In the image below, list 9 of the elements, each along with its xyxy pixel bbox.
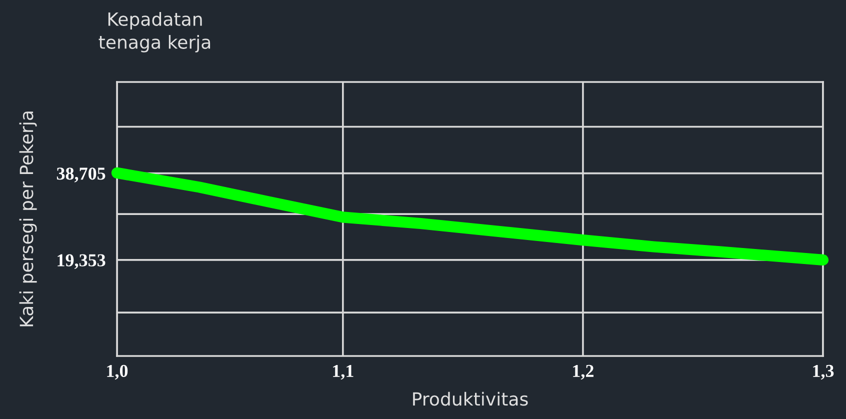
x-tick-label: 1,2	[573, 364, 594, 380]
y-tick-label: 38,705	[56, 168, 106, 182]
x-tick-label: 1,1	[333, 364, 354, 380]
chart-title: Kepadatan tenaga kerja	[98, 12, 210, 52]
y-axis-title: Kaki persegi per Pekerja	[19, 112, 37, 326]
x-axis-title: Produktivitas	[413, 392, 528, 406]
x-tick-label: 1,3	[813, 364, 834, 380]
y-tick-label: 19,353	[58, 254, 106, 270]
x-tick-label: 1,0	[107, 364, 128, 380]
